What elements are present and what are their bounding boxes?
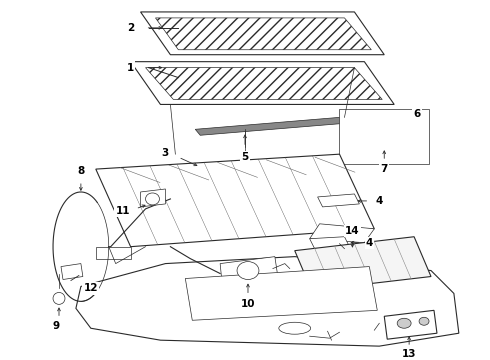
Polygon shape xyxy=(185,266,377,320)
Ellipse shape xyxy=(397,318,411,328)
Polygon shape xyxy=(76,257,459,346)
Text: 3: 3 xyxy=(162,148,169,158)
Ellipse shape xyxy=(146,193,159,205)
Text: 14: 14 xyxy=(345,226,360,236)
Text: 11: 11 xyxy=(116,206,130,216)
Polygon shape xyxy=(384,310,437,339)
Text: 9: 9 xyxy=(52,321,60,331)
Polygon shape xyxy=(131,62,394,104)
Text: 2: 2 xyxy=(127,23,134,33)
Text: 6: 6 xyxy=(414,109,421,120)
Polygon shape xyxy=(96,154,374,247)
Polygon shape xyxy=(96,247,131,258)
Polygon shape xyxy=(220,257,278,283)
Text: 13: 13 xyxy=(402,349,416,359)
Text: 4: 4 xyxy=(366,238,373,248)
Polygon shape xyxy=(141,189,166,207)
Polygon shape xyxy=(61,264,83,279)
Polygon shape xyxy=(196,117,344,135)
Polygon shape xyxy=(141,12,384,55)
Text: 5: 5 xyxy=(242,152,248,162)
Text: 7: 7 xyxy=(381,164,388,174)
Ellipse shape xyxy=(237,262,259,279)
Polygon shape xyxy=(310,224,374,243)
Polygon shape xyxy=(310,237,349,249)
Ellipse shape xyxy=(419,317,429,325)
Polygon shape xyxy=(318,194,359,207)
Text: 10: 10 xyxy=(241,300,255,309)
Text: 8: 8 xyxy=(77,166,84,176)
Polygon shape xyxy=(340,109,429,164)
Ellipse shape xyxy=(279,322,311,334)
Text: 4: 4 xyxy=(376,196,383,206)
Polygon shape xyxy=(146,68,382,99)
Ellipse shape xyxy=(53,292,65,304)
Text: 1: 1 xyxy=(127,63,134,73)
Polygon shape xyxy=(294,237,431,291)
Text: 12: 12 xyxy=(84,283,98,293)
Polygon shape xyxy=(155,18,371,50)
